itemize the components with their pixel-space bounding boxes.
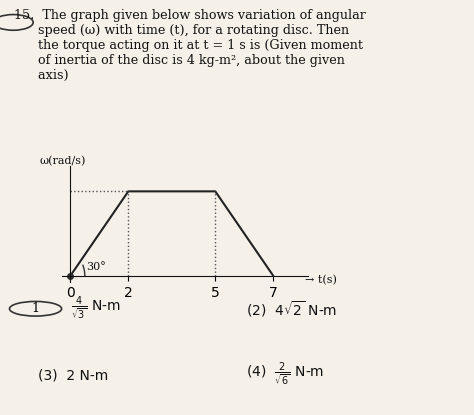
Text: (3)  2 N-m: (3) 2 N-m bbox=[38, 368, 108, 382]
Text: (4)  $\frac{2}{\sqrt{6}}$ N-m: (4) $\frac{2}{\sqrt{6}}$ N-m bbox=[246, 361, 325, 389]
Text: $\frac{4}{\sqrt{3}}$ N-m: $\frac{4}{\sqrt{3}}$ N-m bbox=[71, 295, 121, 323]
Text: (2)  $4\sqrt{2}$ N-m: (2) $4\sqrt{2}$ N-m bbox=[246, 299, 338, 319]
Text: 1: 1 bbox=[32, 302, 39, 315]
Text: ω(rad/s): ω(rad/s) bbox=[40, 156, 86, 166]
Text: → t(s): → t(s) bbox=[305, 275, 337, 286]
Text: 30°: 30° bbox=[86, 261, 106, 271]
Text: 15.  The graph given below shows variation of angular
      speed (ω) with time : 15. The graph given below shows variatio… bbox=[14, 10, 366, 82]
